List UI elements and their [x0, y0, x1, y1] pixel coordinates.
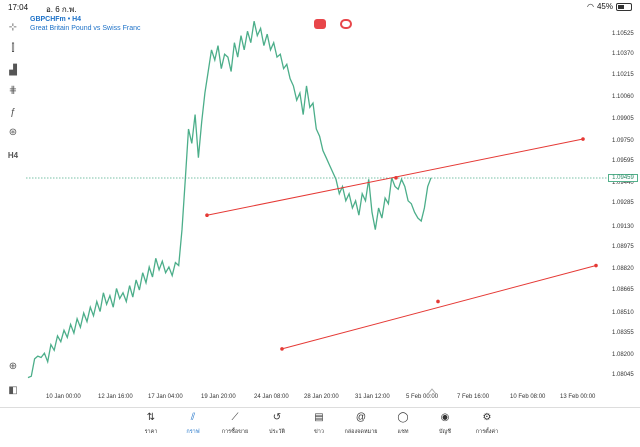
trendline-anchor-point[interactable] [394, 176, 398, 180]
price-tick-label: 1.09130 [612, 224, 634, 230]
nav-item-account[interactable]: ◉ บัญชี [424, 408, 466, 447]
battery-icon [616, 2, 632, 11]
time-tick-label: 28 Jan 20:00 [304, 394, 339, 400]
nav-label: กราฟ [186, 429, 200, 435]
price-tick-label: 1.09285 [612, 200, 634, 206]
nav-label: การตั้งค่า [475, 429, 499, 435]
account-icon: ◉ [440, 411, 450, 423]
time-tick-label: 17 Jan 04:00 [148, 394, 183, 400]
history-icon: ↺ [272, 411, 282, 423]
price-tick-label: 1.08355 [612, 330, 634, 336]
nav-label: แชท [397, 429, 409, 435]
time-tick-label: 13 Feb 00:00 [560, 394, 596, 400]
nav-item-settings[interactable]: ⚙ การตั้งค่า [466, 408, 508, 447]
left-toolbar: ⊹ ⫿ ▟ ⋕ ƒ ⊛ H4 ⊕ ◧ [0, 14, 26, 404]
symbol-name: GBPCHFm • H4 [30, 16, 82, 23]
price-tick-label: 1.09595 [612, 158, 634, 164]
one-click-trading-icon[interactable] [314, 19, 326, 29]
status-date: อ. 6 ก.พ. [46, 5, 77, 14]
nav-label: การซื้อขาย [221, 429, 249, 435]
timeframe-label[interactable]: H4 [7, 150, 19, 160]
quotes-icon: ⇅ [146, 411, 156, 423]
nav-label: ราคา [144, 429, 158, 435]
status-bar: 17:04 อ. 6 ก.พ. ◠ 45% [0, 0, 640, 14]
time-tick-label: 10 Feb 08:00 [510, 394, 546, 400]
bottom-nav: ⇅ ราคา ⫽ กราฟ ⟋ การซื้อขาย ↺ ประวัติ ▤ ข่าว @ กล่อง… [130, 408, 510, 447]
indicators-icon[interactable]: ▟ [9, 64, 17, 76]
nav-label: ข่าว [314, 429, 324, 435]
price-tick-label: 1.10060 [612, 94, 634, 100]
status-time: 17:04 [8, 3, 29, 12]
chart-type-icon[interactable]: ⫿ [11, 42, 15, 54]
price-tick-label: 1.08200 [612, 352, 634, 358]
price-tick-label: 1.10370 [612, 51, 634, 57]
time-tick-label: 5 Feb 00:00 [406, 394, 439, 400]
price-tick-label: 1.09905 [612, 116, 634, 122]
function-icon[interactable]: ƒ [10, 106, 16, 118]
settings-icon: ⚙ [482, 411, 492, 423]
signals-icon[interactable] [340, 19, 352, 29]
price-tick-label: 1.10215 [612, 72, 634, 78]
price-series-line [27, 21, 432, 379]
nav-item-chart[interactable]: ⫽ กราฟ [172, 408, 214, 447]
nav-item-news[interactable]: ▤ ข่าว [298, 408, 340, 447]
symbol-description: Great Britain Pound vs Swiss Franc [30, 25, 141, 32]
nav-item-mailbox[interactable]: @ กล่องจดหมาย [340, 408, 382, 447]
price-tick-label: 1.10525 [612, 31, 634, 37]
wifi-icon: ◠ [587, 2, 594, 11]
time-tick-label: 19 Jan 20:00 [201, 394, 236, 400]
time-tick-label: 7 Feb 16:00 [457, 394, 490, 400]
trendline-anchor-point[interactable] [280, 347, 284, 351]
time-axis: 10 Jan 00:00 12 Jan 16:00 17 Jan 04:00 19 J… [26, 394, 608, 406]
time-tick-label: 24 Jan 08:00 [254, 394, 289, 400]
app-icon[interactable]: ◧ [8, 384, 18, 396]
nav-label: บัญชี [439, 429, 451, 435]
settings-sliders-icon[interactable]: ⋕ [8, 84, 18, 96]
nav-item-quotes[interactable]: ⇅ ราคา [130, 408, 172, 447]
trade-icon: ⟋ [231, 411, 239, 423]
top-badges [314, 19, 352, 29]
trendline-anchor-point[interactable] [205, 213, 209, 218]
price-tick-label: 1.09750 [612, 138, 634, 144]
price-tick-label: 1.08510 [612, 310, 634, 316]
objects-icon[interactable]: ⊛ [8, 126, 18, 138]
time-tick-label: 10 Jan 00:00 [46, 394, 81, 400]
price-tick-label: 1.09440 [612, 180, 634, 186]
price-tick-label: 1.08665 [612, 287, 634, 293]
current-price-label: 1.09459 [608, 173, 638, 182]
price-chart[interactable] [26, 14, 608, 392]
price-axis: 1.10525 1.10370 1.10215 1.10060 1.09905 1.097… [608, 14, 640, 392]
price-tick-label: 1.08975 [612, 244, 634, 250]
price-tick-label: 1.08045 [612, 372, 634, 378]
nav-label: กล่องจดหมาย [344, 429, 378, 435]
lower-channel-trendline[interactable] [281, 265, 597, 350]
time-tick-label: 12 Jan 16:00 [98, 394, 133, 400]
trendline-anchor-point[interactable] [436, 299, 440, 304]
news-icon: ▤ [314, 411, 324, 423]
time-tick-label: 31 Jan 12:00 [355, 394, 390, 400]
mailbox-icon: @ [355, 411, 367, 423]
nav-item-chat[interactable]: ◯ แชท [382, 408, 424, 447]
chat-icon: ◯ [397, 411, 409, 423]
nav-item-history[interactable]: ↺ ประวัติ [256, 408, 298, 447]
trendline-anchor-point[interactable] [594, 263, 598, 268]
status-right: ◠ 45% [587, 2, 632, 11]
zoom-icon[interactable]: ⊕ [8, 360, 18, 372]
battery-percent: 45% [596, 2, 613, 11]
crosshair-icon[interactable]: ⊹ [8, 21, 18, 33]
divider [0, 407, 640, 408]
chart-scroll-handle[interactable] [428, 388, 436, 394]
trendline-anchor-point[interactable] [581, 137, 585, 141]
chart-icon: ⫽ [190, 411, 196, 423]
price-tick-label: 1.08820 [612, 266, 634, 272]
nav-item-trade[interactable]: ⟋ การซื้อขาย [214, 408, 256, 447]
nav-label: ประวัติ [268, 429, 286, 435]
symbol-info: GBPCHFm • H4 Great Britain Pound vs Swis… [30, 15, 141, 33]
